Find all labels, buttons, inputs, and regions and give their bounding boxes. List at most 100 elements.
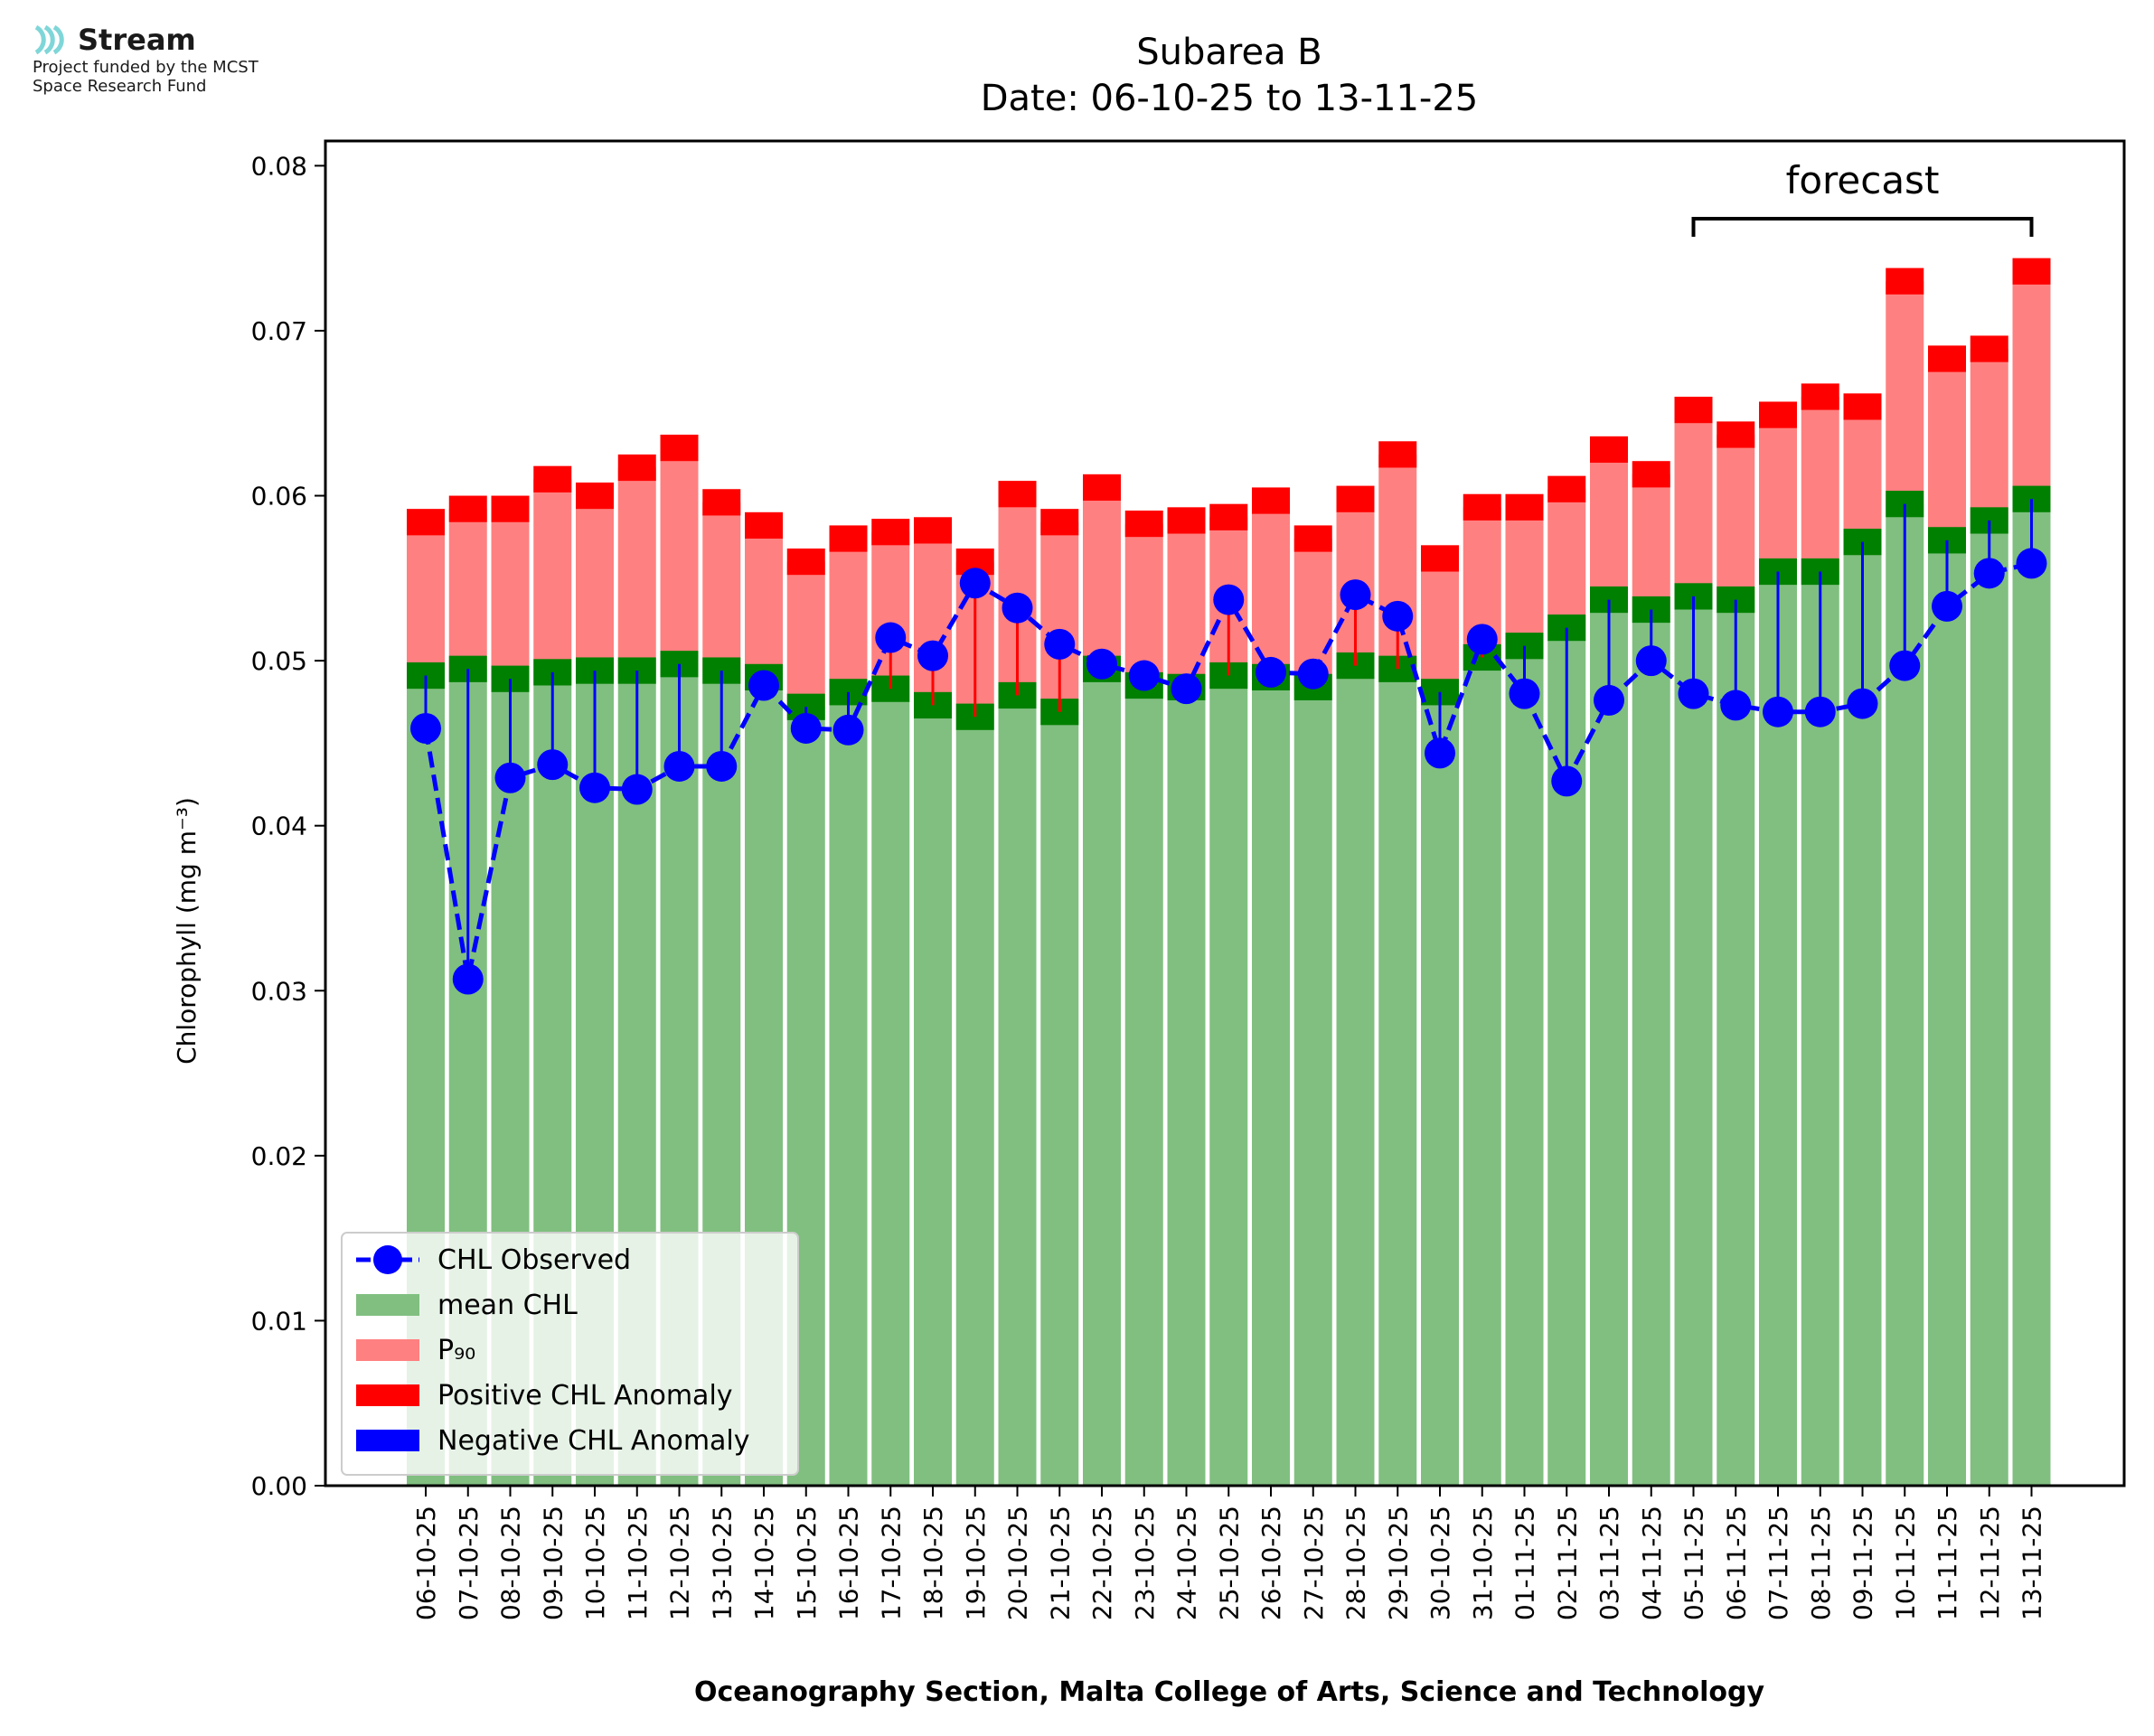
bar-p90 bbox=[1674, 409, 1713, 596]
bar-p90 bbox=[617, 467, 656, 671]
bar-p90 bbox=[1928, 359, 1966, 540]
x-tick-label: 09-11-25 bbox=[1848, 1506, 1878, 1620]
observed-point bbox=[832, 714, 864, 746]
plot-frame bbox=[324, 139, 2126, 1487]
bar-p90-band bbox=[829, 525, 868, 552]
bar-p90-band bbox=[407, 509, 445, 536]
bar-p90-band bbox=[1843, 393, 1882, 420]
bar-p90 bbox=[829, 539, 868, 692]
bar-p90-band bbox=[871, 519, 910, 546]
bar-p90-band bbox=[1759, 401, 1797, 428]
bar-p90-band bbox=[1083, 474, 1121, 502]
x-tick-label: 28-10-25 bbox=[1341, 1506, 1371, 1620]
x-tick-label: 30-10-25 bbox=[1425, 1506, 1455, 1620]
x-tick-label: 04-11-25 bbox=[1637, 1506, 1667, 1620]
x-tick-label: 10-11-25 bbox=[1890, 1506, 1920, 1620]
logo-brand-name: Stream bbox=[78, 23, 196, 57]
x-tick-label: 03-11-25 bbox=[1594, 1506, 1624, 1620]
observed-point bbox=[1213, 584, 1245, 615]
bar-p90 bbox=[1124, 523, 1163, 686]
stream-waves-icon bbox=[34, 24, 64, 55]
bar-p90-band bbox=[576, 482, 614, 510]
bar-p90-band bbox=[1293, 525, 1332, 552]
bar-mean-chl bbox=[1167, 687, 1206, 1486]
bar-p90 bbox=[1759, 415, 1797, 572]
bar-mean-chl bbox=[1632, 609, 1670, 1486]
x-tick-label: 14-10-25 bbox=[749, 1506, 779, 1620]
y-axis-label: Chlorophyll (mg m⁻³) bbox=[172, 797, 202, 1065]
bar-mean-chl bbox=[914, 705, 952, 1486]
x-axis-label: Oceanography Section, Malta College of A… bbox=[694, 1676, 1765, 1708]
bar-p90-band bbox=[1167, 507, 1206, 534]
legend-swatch bbox=[356, 1430, 419, 1451]
bar-p90-band bbox=[491, 495, 530, 522]
bar-p90 bbox=[1970, 349, 2008, 521]
bar-p90 bbox=[1843, 406, 1882, 542]
bar-mean-chl bbox=[1124, 685, 1163, 1486]
bar-mean-chl bbox=[1970, 520, 2008, 1486]
bar-mean-chl bbox=[1040, 711, 1079, 1486]
observed-point bbox=[1382, 600, 1414, 632]
x-tick-label: 07-11-25 bbox=[1764, 1506, 1793, 1620]
observed-point bbox=[452, 963, 484, 995]
observed-point bbox=[1297, 658, 1329, 690]
observed-point bbox=[1635, 645, 1667, 677]
observed-point bbox=[1425, 737, 1455, 769]
y-tick-label: 0.02 bbox=[251, 1141, 307, 1171]
x-tick-label: 19-10-25 bbox=[961, 1506, 991, 1620]
observed-point bbox=[1340, 579, 1371, 611]
bar-p90 bbox=[1421, 558, 1459, 692]
bar-mean-chl bbox=[1928, 540, 1966, 1486]
funding-line-1: Project funded by the MCST bbox=[33, 58, 259, 77]
observed-point bbox=[917, 640, 948, 671]
bar-mean-chl bbox=[1293, 687, 1332, 1486]
bar-p90-band bbox=[1886, 267, 1924, 295]
bar-p90 bbox=[786, 561, 825, 708]
legend-swatch bbox=[356, 1294, 419, 1316]
bar-mean-chl bbox=[1083, 669, 1121, 1486]
bar-p90-band bbox=[617, 454, 656, 482]
bar-p90 bbox=[660, 447, 699, 664]
x-tick-label: 08-11-25 bbox=[1806, 1506, 1836, 1620]
legend-label: mean CHL bbox=[437, 1290, 578, 1321]
legend-label: Positive CHL Anomaly bbox=[437, 1380, 733, 1412]
observed-point bbox=[1002, 592, 1033, 624]
bar-mean-chl bbox=[1378, 669, 1417, 1486]
bar-p90-band bbox=[448, 495, 487, 522]
observed-point bbox=[1256, 656, 1286, 688]
observed-point bbox=[1932, 590, 1962, 622]
x-tick-label: 31-10-25 bbox=[1468, 1506, 1498, 1620]
observed-point bbox=[1720, 690, 1752, 721]
forecast-bracket bbox=[1691, 217, 2034, 237]
x-tick-label: 11-10-25 bbox=[623, 1506, 653, 1620]
bar-mean-chl bbox=[1336, 665, 1375, 1486]
bar-mean-chl bbox=[1674, 596, 1713, 1486]
bar-mean-chl bbox=[829, 691, 868, 1486]
x-tick-label: 05-11-25 bbox=[1679, 1506, 1709, 1620]
bar-p90 bbox=[2012, 271, 2051, 500]
observed-point bbox=[1551, 765, 1583, 797]
bar-p90-band bbox=[702, 489, 741, 516]
observed-point bbox=[706, 750, 738, 782]
bar-p90 bbox=[745, 525, 783, 678]
bar-p90 bbox=[1801, 396, 1839, 572]
bar-p90-band bbox=[1463, 493, 1501, 521]
x-tick-label: 17-10-25 bbox=[876, 1506, 906, 1620]
bar-p90-band bbox=[1547, 475, 1586, 502]
legend-swatch-marker bbox=[373, 1245, 402, 1274]
observed-point bbox=[1466, 624, 1498, 655]
x-tick-label: 21-10-25 bbox=[1045, 1506, 1075, 1620]
observed-point bbox=[1889, 650, 1921, 681]
bar-mean-chl bbox=[1463, 657, 1501, 1486]
bar-p90 bbox=[1167, 520, 1206, 688]
x-tick-label: 08-10-25 bbox=[496, 1506, 526, 1620]
bar-p90-band bbox=[914, 517, 952, 544]
bar-mean-chl bbox=[1252, 677, 1290, 1486]
forecast-annotation: forecast bbox=[1786, 158, 1940, 202]
observed-point bbox=[790, 712, 822, 744]
observed-point bbox=[2016, 548, 2047, 579]
bar-mean-chl bbox=[1421, 691, 1459, 1486]
bar-p90 bbox=[1886, 281, 1924, 504]
bar-p90-band bbox=[1590, 436, 1628, 464]
bar-mean-chl bbox=[1590, 599, 1628, 1486]
